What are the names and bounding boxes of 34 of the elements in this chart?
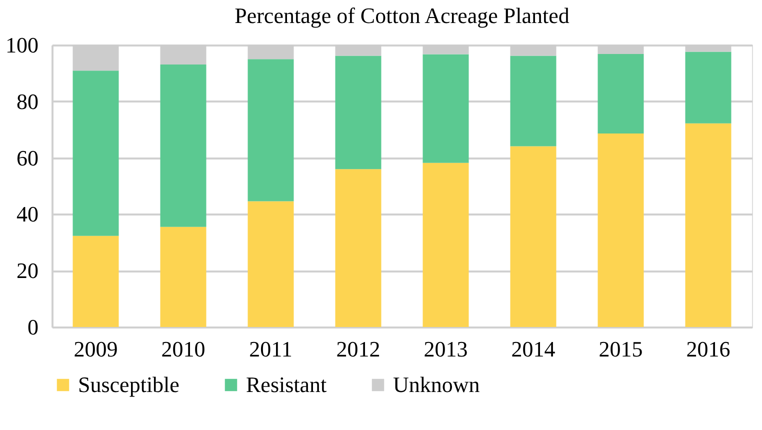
y-tick-label: 40 xyxy=(16,202,38,227)
x-tick-label: 2009 xyxy=(74,336,118,362)
bar xyxy=(685,52,732,124)
x-tick-label: 2010 xyxy=(161,336,206,362)
bar xyxy=(510,146,556,327)
x-tick-label: 2013 xyxy=(424,336,468,362)
bar xyxy=(248,59,294,202)
bar xyxy=(160,226,206,327)
bar xyxy=(685,123,732,327)
legend-label: Susceptible xyxy=(78,372,180,397)
bar xyxy=(248,201,294,327)
x-tick-label: 2011 xyxy=(249,336,292,362)
bar xyxy=(598,134,644,327)
bar xyxy=(422,54,469,163)
x-tick-label: 2015 xyxy=(598,336,643,362)
y-tick-label: 0 xyxy=(28,314,38,340)
y-tick-label: 20 xyxy=(16,258,38,284)
bar xyxy=(160,64,206,227)
y-tick-label: 60 xyxy=(16,145,38,170)
bar xyxy=(510,56,556,146)
bar xyxy=(598,54,644,134)
bar xyxy=(422,162,469,327)
chart-title: Percentage of Cotton Acreage Planted xyxy=(234,3,570,28)
x-tick-label: 2016 xyxy=(686,336,730,362)
legend-label: Unknown xyxy=(393,372,480,397)
x-tick-label: 2012 xyxy=(336,336,380,362)
bar xyxy=(72,70,119,236)
y-tick-label: 100 xyxy=(6,32,38,58)
bar xyxy=(72,236,119,327)
bar xyxy=(335,56,382,170)
bar xyxy=(335,169,382,327)
legend-label: Resistant xyxy=(246,372,327,397)
y-tick-label: 80 xyxy=(16,88,38,114)
x-tick-label: 2014 xyxy=(511,336,556,362)
